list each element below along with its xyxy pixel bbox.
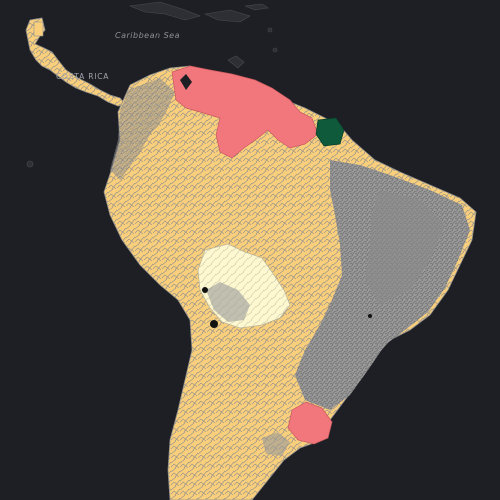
costa-rica-label: COSTA RICA (56, 72, 110, 81)
venezuela-guyana-region[interactable] (171, 65, 319, 159)
caribbean-islands (26, 1, 278, 168)
brazil-dense-region[interactable] (295, 160, 470, 410)
central-america[interactable] (25, 17, 127, 107)
bolivia-region[interactable] (197, 243, 291, 329)
suriname-region[interactable] (315, 117, 345, 147)
caribbean-sea-label: Caribbean Sea (115, 31, 180, 40)
lakes (202, 287, 372, 328)
uruguay-region[interactable] (287, 401, 333, 445)
south-america[interactable] (103, 65, 477, 500)
